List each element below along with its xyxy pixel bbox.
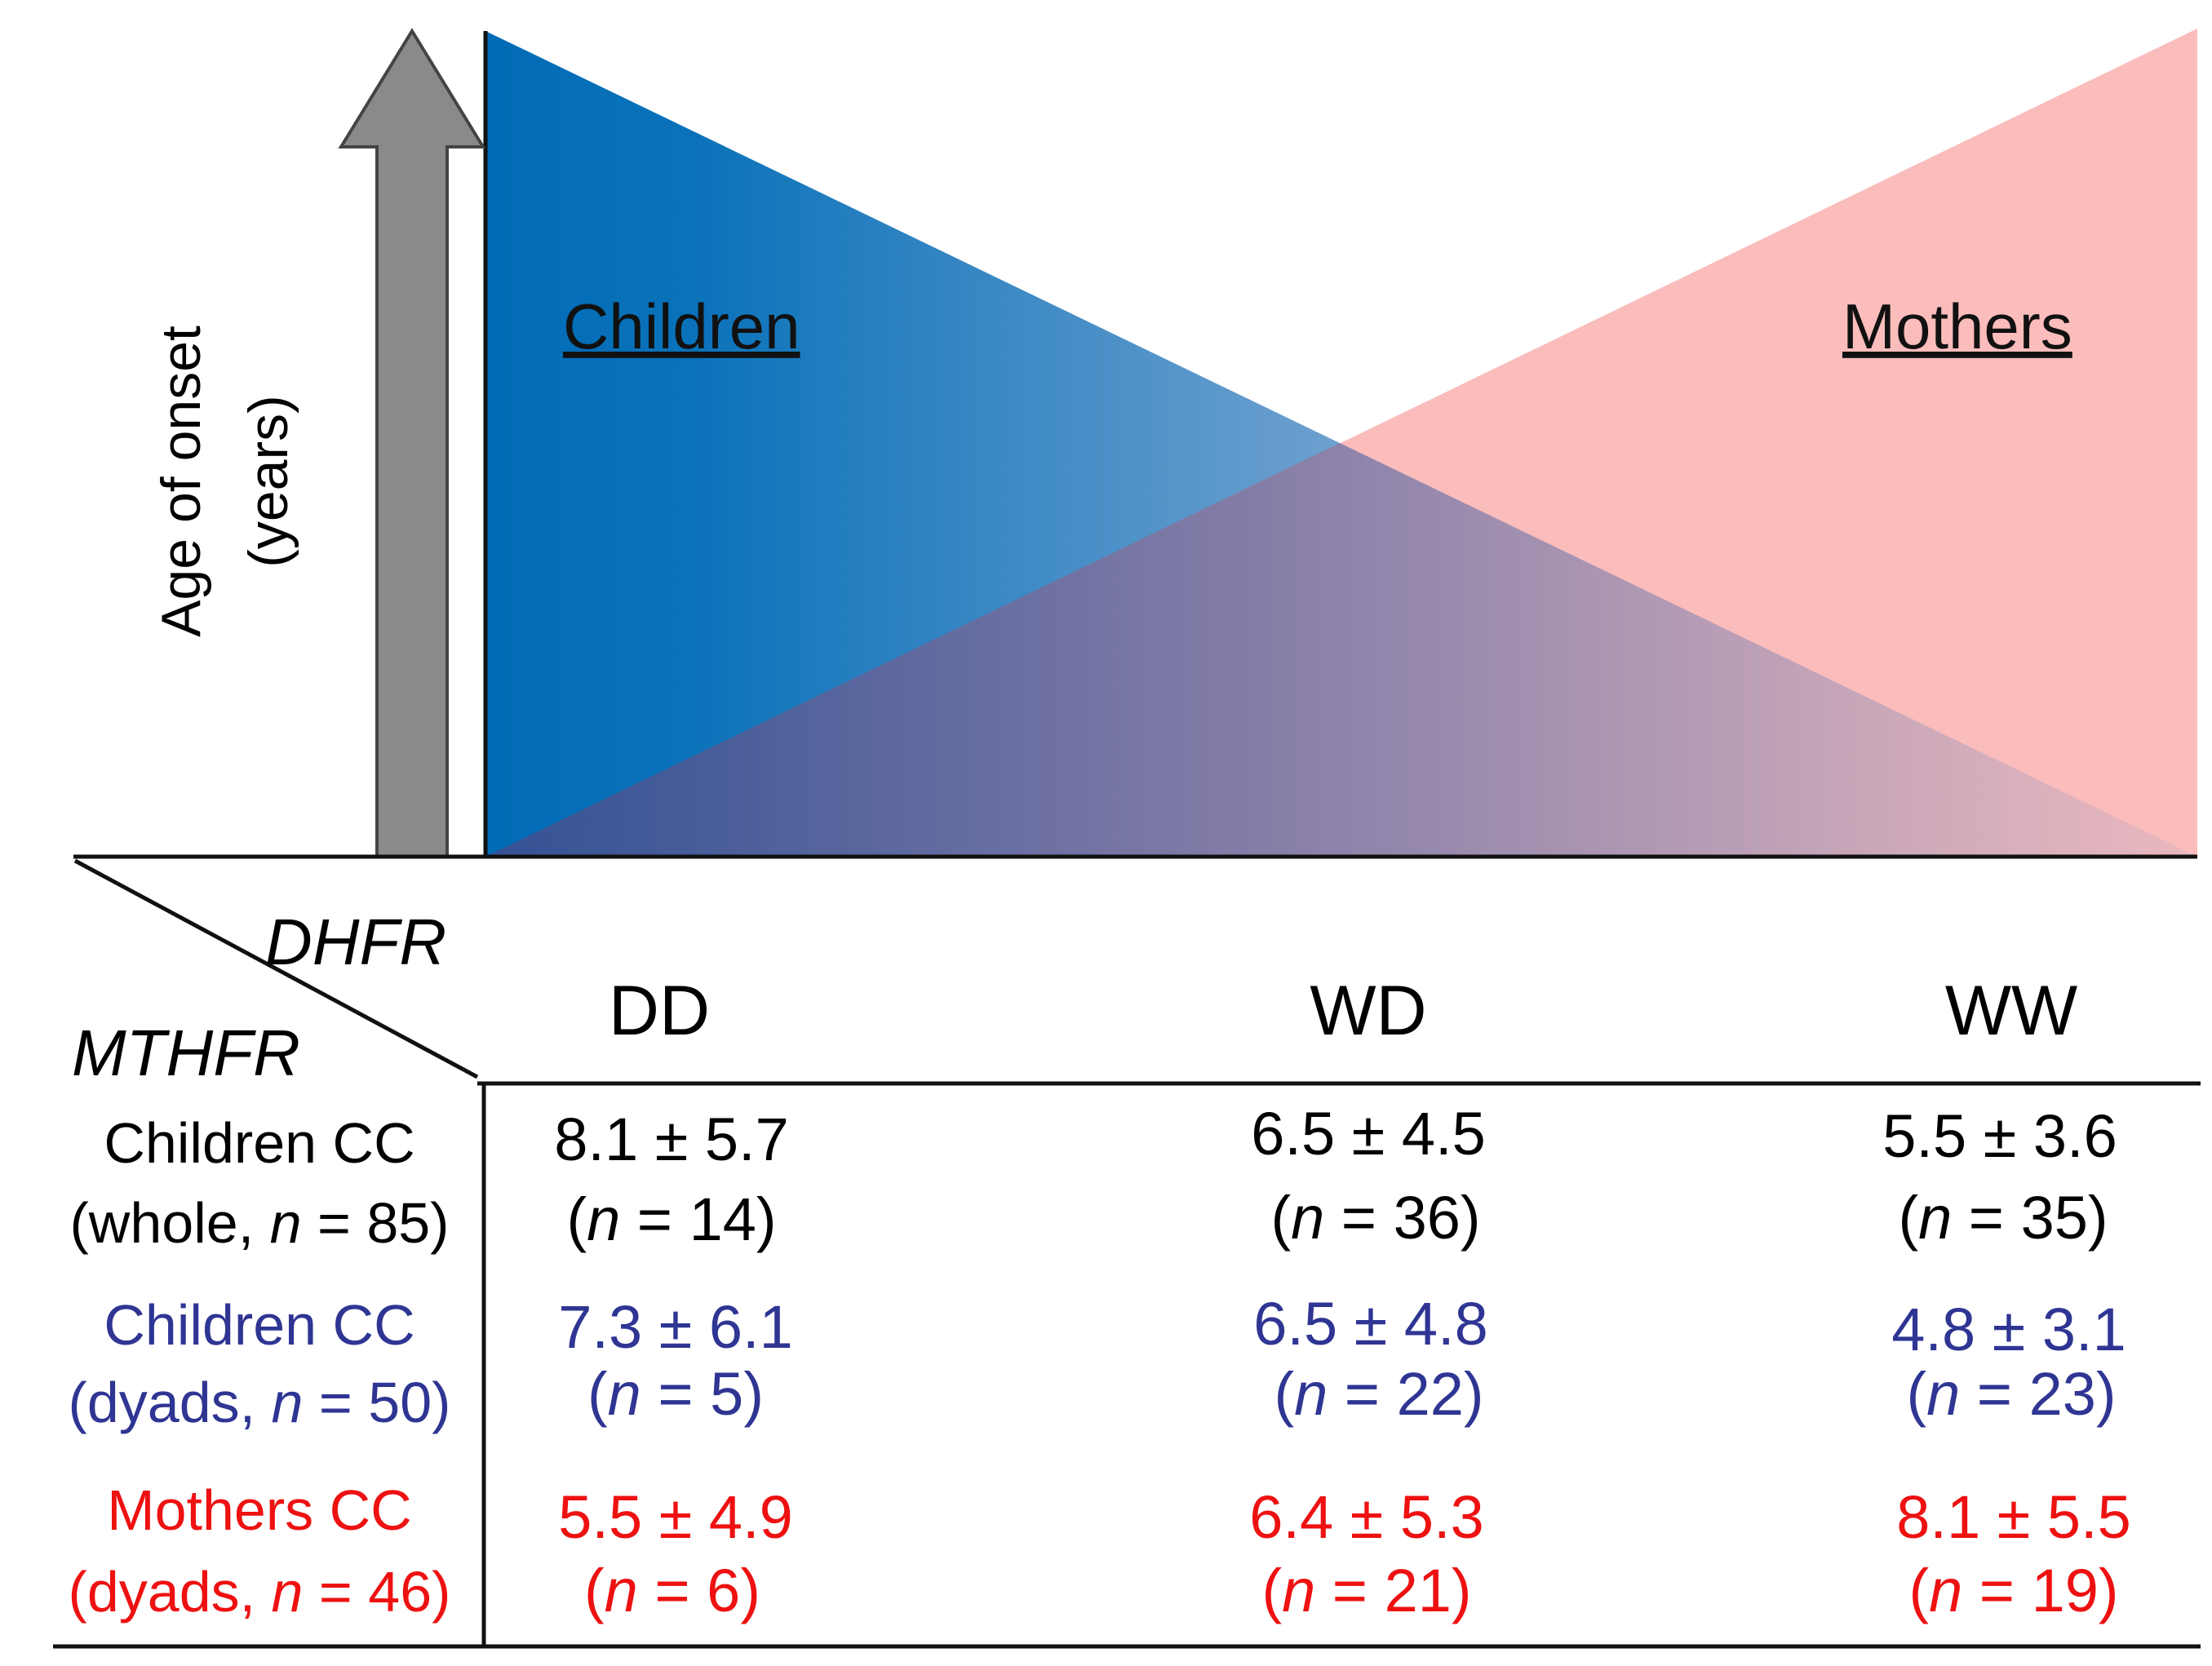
- axis-label-line2: (years): [237, 395, 299, 568]
- cell-n: (n = 36): [1270, 1184, 1480, 1252]
- cell-mean-sd: 8.1 ± 5.5: [1896, 1483, 2130, 1551]
- table-row-children-whole: Children CC (whole, n = 85) 8.1 ± 5.7 (n…: [70, 1100, 2117, 1255]
- cell-n: (n = 35): [1898, 1184, 2108, 1252]
- row-label-line2: (dyads, n = 46): [69, 1560, 451, 1624]
- cell-mean-sd: 5.5 ± 4.9: [558, 1483, 792, 1551]
- children-panel-label: Children: [563, 290, 800, 362]
- column-header-ww: WW: [1945, 972, 2077, 1050]
- cell-n: (n = 23): [1906, 1360, 2116, 1428]
- up-arrow-icon: [338, 28, 486, 858]
- axis-label-line1: Age of onset: [150, 326, 212, 637]
- cell-n: (n = 19): [1908, 1557, 2118, 1624]
- row-label-line1: Children CC: [104, 1293, 414, 1357]
- overlap-region: [485, 443, 2197, 857]
- table-row-mothers-dyads: Mothers CC (dyads, n = 46) 5.5 ± 4.9 (n …: [69, 1478, 2131, 1624]
- cell-n: (n = 14): [566, 1185, 776, 1253]
- triangle-left-edge: [447, 147, 484, 857]
- row-gene-label: MTHFR: [72, 1017, 300, 1089]
- mothers-panel-label: Mothers: [1842, 290, 2072, 362]
- column-gene-label: DHFR: [265, 906, 446, 978]
- cell-n: (n = 21): [1261, 1557, 1471, 1624]
- cell-mean-sd: 6.5 ± 4.5: [1251, 1100, 1485, 1168]
- header-diagonal: [73, 858, 479, 1079]
- cell-mean-sd: 6.5 ± 4.8: [1253, 1290, 1487, 1358]
- cell-mean-sd: 8.1 ± 5.7: [554, 1105, 788, 1173]
- cell-mean-sd: 6.4 ± 5.3: [1249, 1483, 1483, 1551]
- cell-mean-sd: 4.8 ± 3.1: [1891, 1296, 2126, 1363]
- row-label-line1: Children CC: [104, 1111, 414, 1175]
- row-label-line2: (whole, n = 85): [70, 1191, 450, 1255]
- cell-n: (n = 5): [587, 1360, 764, 1428]
- column-header-dd: DD: [609, 972, 710, 1050]
- cell-n: (n = 6): [584, 1557, 760, 1624]
- table-row-children-dyads: Children CC (dyads, n = 50) 7.3 ± 6.1 (n…: [69, 1290, 2126, 1434]
- cell-mean-sd: 5.5 ± 3.6: [1882, 1102, 2117, 1170]
- row-label-line1: Mothers CC: [107, 1478, 411, 1542]
- cell-mean-sd: 7.3 ± 6.1: [558, 1293, 792, 1361]
- column-header-wd: WD: [1310, 972, 1426, 1050]
- cell-n: (n = 22): [1274, 1360, 1483, 1428]
- row-label-line2: (dyads, n = 50): [69, 1371, 451, 1434]
